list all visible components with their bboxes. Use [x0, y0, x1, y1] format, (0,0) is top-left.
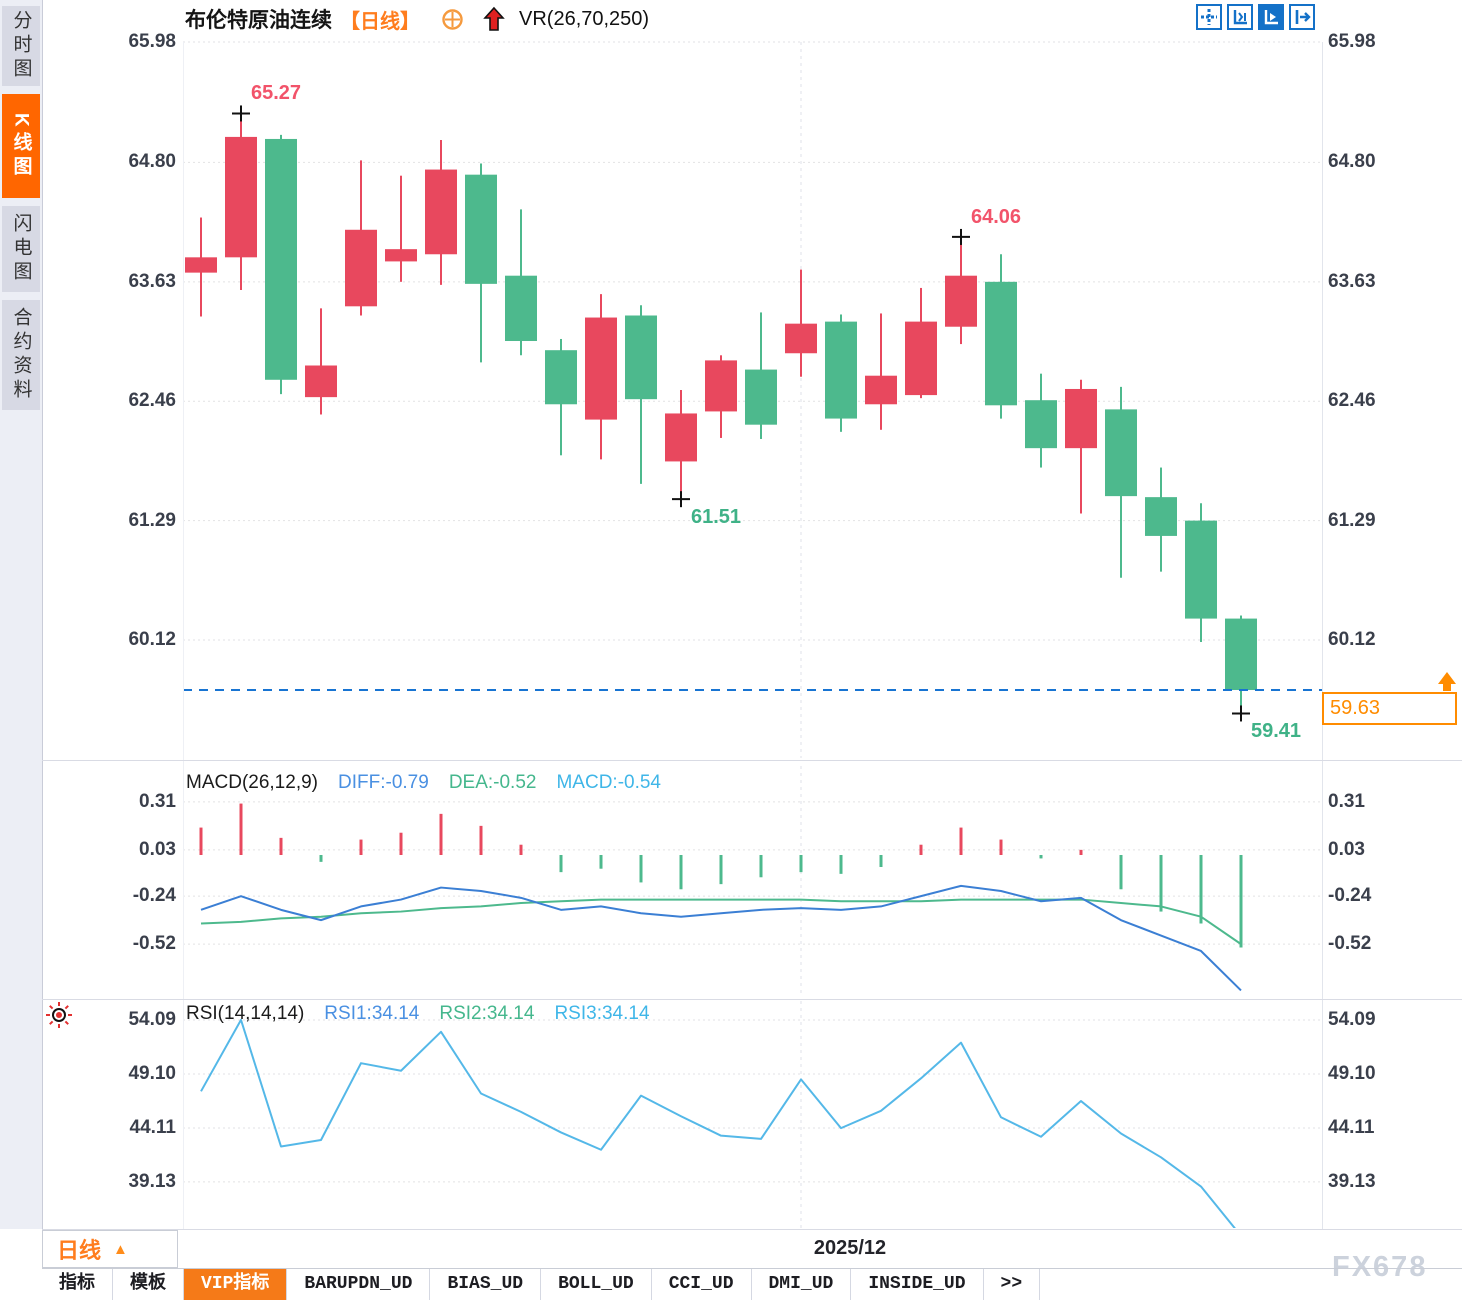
rsi-tick-left: 39.13	[128, 1170, 176, 1192]
low-price-label: 61.51	[691, 506, 742, 529]
x-axis-month-label: 2025/12	[813, 1237, 887, 1259]
bottom-tab-8[interactable]: DMI_UD	[751, 1269, 852, 1300]
current-price-value: 59.63	[1330, 697, 1381, 719]
bottom-tab-4[interactable]: BARUPDN_UD	[287, 1269, 431, 1300]
rsi-name: RSI(14,14,14)	[186, 1003, 305, 1024]
sidebar: 分时图 K线图闪电图合约资料	[0, 0, 42, 1229]
period-tag: 【日线】	[340, 10, 420, 33]
price-tick-left: 60.12	[128, 629, 176, 650]
price-arrow-stem	[1443, 682, 1451, 691]
bottom-tab-7[interactable]: CCI_UD	[651, 1269, 752, 1300]
sidebar-tab-2[interactable]: K线图	[2, 94, 40, 198]
sidebar-divider	[42, 0, 43, 1268]
price-tick-right: 64.80	[1328, 151, 1376, 173]
bottom-tab-9[interactable]: INSIDE_UD	[851, 1269, 984, 1300]
macd-tick-right: -0.52	[1328, 933, 1372, 955]
extreme-cross-marker	[672, 491, 690, 508]
bottom-tab-10[interactable]: >>	[983, 1269, 1041, 1300]
macd-tick-right: -0.24	[1328, 885, 1372, 907]
low-price-label: 59.41	[1251, 720, 1302, 743]
high-price-label: 65.27	[251, 82, 302, 105]
axis-range-icon[interactable]	[1227, 4, 1253, 30]
period-selector-arrow-icon: ▲	[113, 1240, 128, 1258]
rsi2-value: RSI2:34.14	[439, 1003, 535, 1024]
indicator-settings-sun-icon[interactable]	[44, 1000, 74, 1035]
rsi3-value: RSI3:34.14	[554, 1003, 650, 1024]
plot-left-border	[183, 42, 184, 1229]
macd-diff-value: DIFF:-0.79	[338, 772, 429, 793]
pane-separator-rsi	[42, 999, 1462, 1000]
crosshair-pan-icon[interactable]	[1196, 4, 1222, 30]
price-tick-left: 63.63	[128, 270, 176, 292]
macd-name: MACD(26,12,9)	[186, 772, 318, 793]
sidebar-tab-3[interactable]: 闪电图	[2, 206, 40, 292]
macd-macd-value: MACD:-0.54	[556, 772, 661, 793]
rsi1-value: RSI1:34.14	[324, 1003, 420, 1024]
rsi-series	[200, 1018, 1236, 1228]
extreme-cross-marker	[232, 105, 250, 122]
bottom-tab-6[interactable]: BOLL_UD	[541, 1269, 652, 1300]
macd-tick-right: 0.03	[1328, 838, 1365, 860]
macd-dea-value: DEA:-0.52	[448, 772, 537, 793]
bottom-tab-2[interactable]: 模板	[113, 1269, 184, 1300]
chart-header: 布伦特原油连续 【日线】 VR(26,70,250)	[185, 4, 649, 34]
price-tick-right: 65.98	[1328, 31, 1376, 52]
macd-header: MACD(26,12,9) DIFF:-0.79 DEA:-0.52 MACD:…	[186, 772, 661, 794]
sidebar-tab-4[interactable]: 合约资料	[2, 300, 40, 410]
rsi-header: RSI(14,14,14) RSI1:34.14 RSI2:34.14 RSI3…	[186, 1003, 650, 1025]
price-tick-left: 61.29	[128, 509, 176, 531]
rsi-tick-right: 39.13	[1328, 1170, 1376, 1192]
extreme-cross-marker	[952, 228, 970, 245]
bottom-tab-5[interactable]: BIAS_UD	[430, 1269, 542, 1300]
rsi-tick-right: 54.09	[1328, 1009, 1376, 1031]
price-tick-right: 61.29	[1328, 509, 1376, 531]
bottom-tab-bar: 指标 模板 VIP指标 BARUPDN_UD BIAS_UD BOLL_UD CCI_UD D…	[42, 1268, 1462, 1301]
current-price-box: 59.63	[1322, 692, 1457, 725]
symbol-title: 布伦特原油连续	[185, 9, 332, 32]
indicator-label: VR(26,70,250)	[519, 7, 650, 30]
pane-separator-macd	[42, 760, 1462, 761]
sidebar-tab-1[interactable]: 分时图	[2, 6, 40, 86]
watermark: FX678	[1332, 1251, 1428, 1283]
price-tick-right: 63.63	[1328, 270, 1376, 292]
bottom-tab-1[interactable]: 指标	[42, 1269, 113, 1300]
macd-tick-right: 0.31	[1328, 790, 1365, 812]
plot-right-border	[1322, 42, 1323, 1229]
axis-play-icon[interactable]	[1258, 4, 1284, 30]
macd-tick-left: -0.24	[132, 885, 176, 907]
pane-separator-bottom	[42, 1229, 1462, 1230]
price-tick-right: 62.46	[1328, 390, 1376, 412]
price-tick-left: 65.98	[128, 31, 176, 52]
target-circle-icon[interactable]	[440, 7, 465, 32]
macd-tick-left: -0.52	[132, 933, 176, 955]
toolbar	[1196, 4, 1315, 30]
bottom-tab-3[interactable]: VIP指标	[184, 1269, 288, 1300]
export-right-icon[interactable]	[1289, 4, 1315, 30]
price-tick-left: 64.80	[128, 151, 176, 173]
price-tick-left: 62.46	[128, 390, 176, 412]
rsi-tick-left: 44.11	[129, 1117, 177, 1138]
rsi-tick-right: 44.11	[1328, 1117, 1375, 1138]
period-selector-label: 日线	[57, 1238, 102, 1263]
period-selector[interactable]: 日线 ▲	[42, 1230, 178, 1268]
extreme-cross-marker	[1232, 705, 1250, 722]
rsi-tick-right: 49.10	[1328, 1063, 1376, 1084]
candlestick-series	[185, 114, 1257, 713]
rsi-tick-left: 54.09	[128, 1009, 176, 1031]
macd-series	[199, 803, 1243, 992]
macd-tick-left: 0.31	[139, 790, 176, 812]
price-tick-right: 60.12	[1328, 629, 1376, 650]
red-up-arrow-icon[interactable]	[483, 6, 505, 32]
high-price-label: 64.06	[971, 205, 1022, 228]
price-arrow-icon	[1438, 672, 1456, 684]
macd-tick-left: 0.03	[139, 838, 176, 860]
rsi-tick-left: 49.10	[128, 1063, 176, 1084]
